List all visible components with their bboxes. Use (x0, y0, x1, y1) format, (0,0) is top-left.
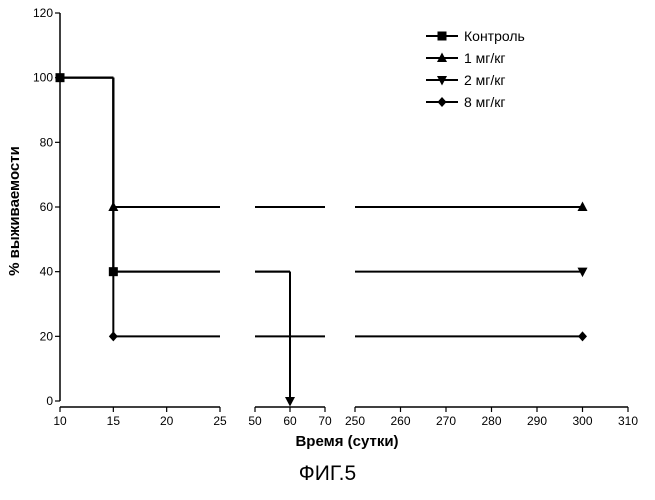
plot-lines (60, 78, 583, 401)
x-tick-label: 50 (248, 414, 262, 428)
y-axis-title: % выживаемости (6, 146, 23, 276)
x-tick-label: 270 (436, 414, 456, 428)
x-tick-label: 20 (160, 414, 174, 428)
legend-label: 8 мг/кг (464, 94, 506, 110)
plot-markers (56, 73, 588, 406)
x-tick-label: 15 (107, 414, 121, 428)
y-tick-label: 40 (40, 265, 54, 279)
y-tick-label: 120 (33, 6, 53, 20)
figure-caption: ФИГ.5 (0, 462, 655, 486)
x-tick-label: 280 (481, 414, 501, 428)
y-tick-label: 20 (40, 329, 54, 343)
x-axis-title: Время (сутки) (295, 433, 398, 450)
x-tick-label: 290 (527, 414, 547, 428)
y-tick-label: 0 (46, 394, 53, 408)
x-tick-label: 25 (213, 414, 227, 428)
legend-label: Контроль (464, 28, 525, 44)
legend-item: 2 мг/кг (426, 72, 506, 88)
legend-item: Контроль (426, 28, 525, 44)
x-tick-label: 310 (618, 414, 638, 428)
x-tick-label: 60 (283, 414, 297, 428)
x-tick-label: 260 (390, 414, 410, 428)
legend-label: 2 мг/кг (464, 72, 506, 88)
legend-item: 1 мг/кг (426, 50, 506, 66)
x-tick-label: 70 (318, 414, 332, 428)
data-point (109, 267, 118, 276)
y-tick-label: 100 (33, 71, 53, 85)
axes: 0 20 40 60 80 100 120 10 15 20 25 50 60 70 250 260 270 28… (33, 6, 638, 428)
x-tick-label: 300 (572, 414, 592, 428)
data-point (578, 331, 587, 341)
data-point (109, 331, 118, 341)
legend: Контроль 1 мг/кг 2 мг/кг 8 мг/кг (426, 28, 525, 110)
x-tick-label: 250 (345, 414, 365, 428)
x-tick-label: 10 (53, 414, 67, 428)
legend-label: 1 мг/кг (464, 50, 506, 66)
legend-marker (438, 97, 447, 107)
legend-marker (438, 32, 447, 41)
y-tick-label: 80 (40, 135, 54, 149)
data-point (285, 397, 295, 407)
y-tick-label: 60 (40, 200, 54, 214)
legend-item: 8 мг/кг (426, 94, 506, 110)
